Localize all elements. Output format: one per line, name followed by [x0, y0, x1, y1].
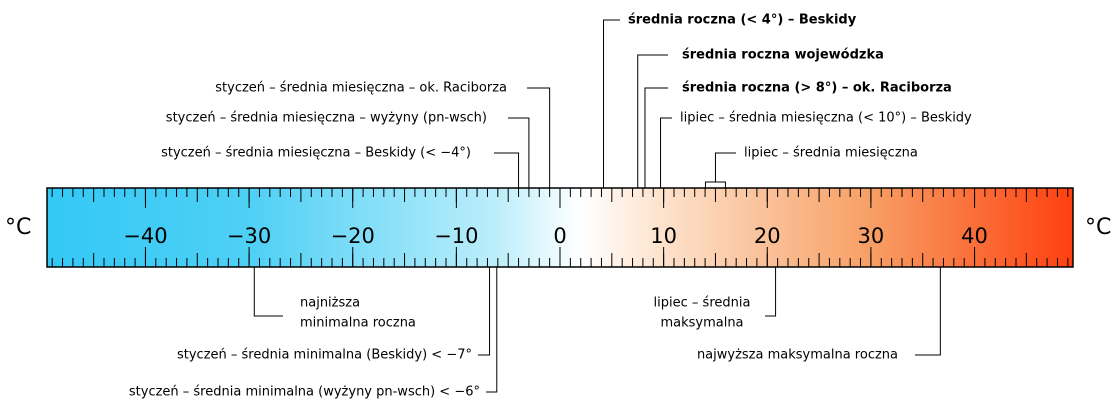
annotation-label: styczeń – średnia minimalna (Beskidy) < …	[177, 348, 472, 363]
annotation-label: styczeń – średnia miesięczna – Beskidy (…	[161, 146, 471, 161]
annotation-label: średnia roczna (> 8°) – ok. Raciborza	[682, 81, 952, 96]
leader-line	[644, 87, 668, 188]
leader-line	[508, 117, 530, 188]
leader-line	[915, 267, 941, 356]
tick-label: −30	[227, 224, 271, 248]
leader-line	[486, 267, 498, 393]
leader-line	[714, 152, 736, 182]
unit-right: °C	[1085, 215, 1111, 240]
leader-line	[478, 267, 491, 356]
tick-label: 10	[650, 224, 677, 248]
annotation-label: styczeń – średnia miesięczna – ok. Racib…	[215, 81, 507, 96]
leader-line	[637, 54, 668, 188]
leader-line	[527, 87, 551, 188]
annotation-label: minimalna roczna	[300, 316, 416, 331]
tick-label: 0	[553, 224, 566, 248]
annotation-label: lipiec – średnia	[654, 296, 751, 311]
bracket	[704, 181, 726, 188]
tick-label: −40	[123, 224, 167, 248]
leader-line	[603, 19, 620, 188]
leader-line	[660, 117, 672, 188]
annotation-label: lipiec – średnia miesięczna (< 10°) – Be…	[680, 111, 972, 126]
leader-line	[765, 267, 777, 317]
tick-label: −10	[434, 224, 478, 248]
leader-line	[494, 152, 520, 188]
annotation-label: styczeń – średnia minimalna (wyżyny pn-w…	[129, 385, 480, 400]
annotation-label: maksymalna	[660, 316, 743, 331]
annotation-label: najwyższa maksymalna roczna	[697, 348, 898, 363]
tick-label: −20	[331, 224, 375, 248]
leader-line	[253, 267, 283, 317]
tick-label: 30	[858, 224, 885, 248]
unit-left: °C	[5, 215, 31, 240]
annotation-label: średnia roczna wojewódzka	[682, 48, 884, 63]
annotation-label: styczeń – średnia miesięczna – wyżyny (p…	[166, 111, 487, 126]
annotation-label: najniższa	[300, 296, 360, 311]
annotation-label: średnia roczna (< 4°) – Beskidy	[628, 13, 857, 28]
tick-label: 20	[754, 224, 781, 248]
tick-label: 40	[961, 224, 988, 248]
annotation-label: lipiec – średnia miesięczna	[744, 146, 918, 161]
